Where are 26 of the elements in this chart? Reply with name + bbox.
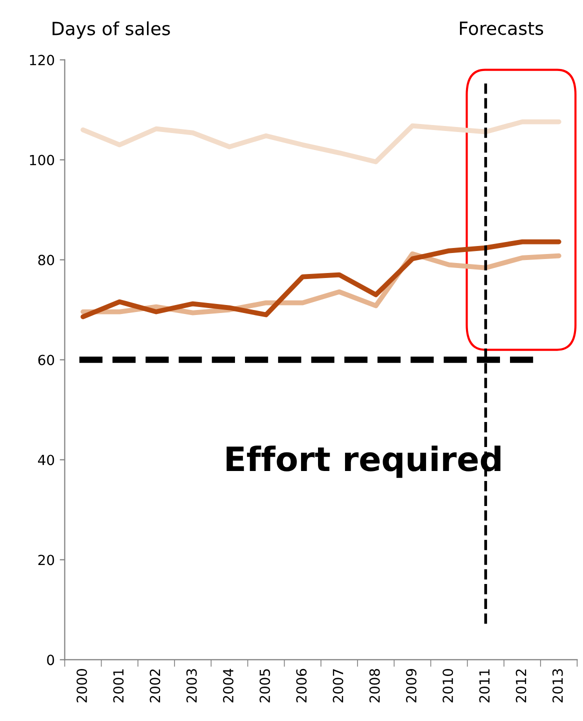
x-tick-label: 2006 <box>296 668 307 702</box>
ref-line-label: Forecasts <box>460 22 544 36</box>
x-tick-label: 2005 <box>260 669 270 702</box>
x-tick-label: 2010 <box>442 668 454 702</box>
x-tick-label: 2003 <box>186 669 197 702</box>
x-tick-label: 2012 <box>516 669 526 702</box>
y-tick-label: 40 <box>38 454 54 466</box>
y-tick-label: 20 <box>38 554 54 566</box>
x-tick-label: 2008 <box>369 669 380 702</box>
y-tick-label: 100 <box>30 154 54 166</box>
y-tick-label: 80 <box>38 254 54 266</box>
y-tick-label: 120 <box>30 54 54 66</box>
x-tick-label: 2001 <box>113 669 124 702</box>
x-tick-label: 2011 <box>479 669 490 702</box>
x-tick-label: 2000 <box>76 668 88 702</box>
x-tick-label: 2002 <box>150 669 160 702</box>
annotation: Effort required <box>226 446 500 478</box>
y-axis-title: Days of sales <box>52 21 170 39</box>
x-tick-label: 2004 <box>222 668 234 702</box>
y-tick-label: 0 <box>47 654 54 666</box>
y-tick-label: 60 <box>38 354 54 366</box>
line-series <box>80 119 562 164</box>
x-tick-label: 2009 <box>406 669 416 702</box>
x-tick-label: 2007 <box>332 669 344 702</box>
line-series <box>80 239 562 320</box>
x-tick-label: 2013 <box>552 669 563 702</box>
